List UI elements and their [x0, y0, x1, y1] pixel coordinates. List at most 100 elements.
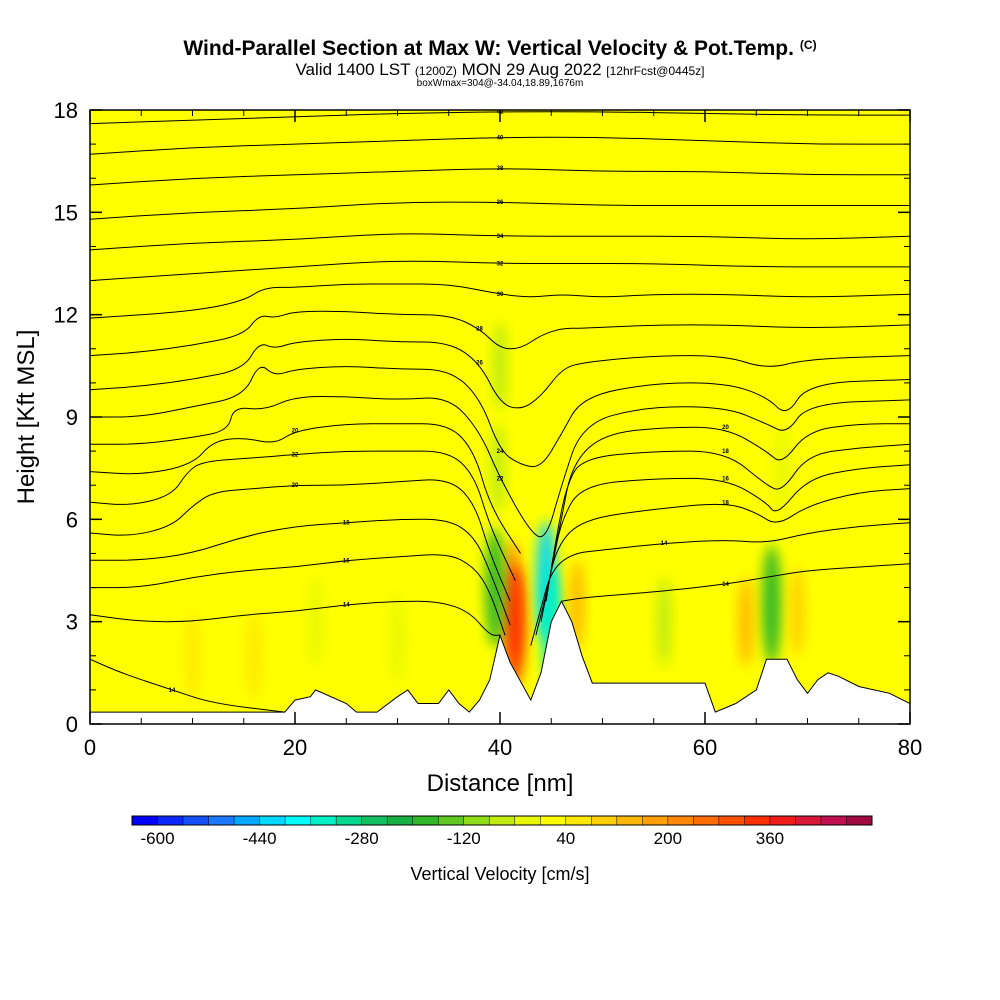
w-feature-5 [492, 320, 508, 411]
colorbar-tick-label: 200 [654, 829, 682, 848]
theta-contour-label: 28 [476, 326, 483, 332]
theta-contour-label: 14 [169, 688, 176, 694]
theta-contour-19 [90, 233, 910, 251]
theta-contour-label: 18 [722, 500, 729, 506]
w-feature-1 [505, 565, 526, 686]
colorbar-swatch [438, 816, 465, 825]
theta-contour-18 [90, 260, 910, 282]
x-tick-label: 0 [84, 735, 96, 760]
w-feature-11 [789, 566, 806, 657]
theta-contour-label: 34 [497, 234, 504, 240]
y-tick-label: 12 [54, 303, 78, 328]
chart-subtitle-valid: Valid 1400 LST (1200Z) MON 29 Aug 2022 [… [295, 60, 705, 79]
colorbar-swatch [795, 816, 822, 825]
colorbar-swatch [693, 816, 720, 825]
theta-contour-20 [90, 201, 910, 220]
theta-contour-23 [90, 111, 910, 125]
colorbar-swatch [361, 816, 388, 825]
w-feature-15 [184, 610, 201, 701]
colorbar-swatch [157, 816, 184, 825]
w-feature-7 [761, 544, 782, 665]
theta-contour-label: 18 [343, 521, 350, 527]
colorbar-swatch [514, 816, 541, 825]
y-tick-label: 18 [54, 98, 78, 123]
colorbar-swatch [234, 816, 261, 825]
w-feature-6 [489, 423, 506, 514]
x-tick-label: 80 [898, 735, 922, 760]
colorbar-swatch [412, 816, 439, 825]
theta-contour-8 [540, 464, 910, 622]
colorbar-swatch [820, 816, 847, 825]
colorbar-swatch [744, 816, 771, 825]
theta-contour-1 [90, 600, 500, 636]
colorbar-swatch [540, 816, 567, 825]
colorbar-swatch [336, 816, 363, 825]
colorbar-tick-label: -280 [345, 829, 379, 848]
w-feature-13 [307, 576, 324, 667]
theta-contour-label: 14 [661, 541, 668, 547]
colorbar-swatch [642, 816, 669, 825]
colorbar-swatch [310, 816, 337, 825]
velocity-field [112, 167, 806, 701]
copyright-mark: (C) [799, 38, 817, 52]
colorbar: -600 -440 -280 -120 40 200 360 [131, 815, 873, 848]
theta-contour-13 [90, 395, 910, 538]
theta-contour-3 [90, 554, 506, 636]
theta-contour-label: 24 [497, 449, 504, 455]
theta-contour-22 [90, 136, 910, 155]
colorbar-swatch [718, 816, 745, 825]
theta-contour-label: 32 [497, 262, 504, 268]
colorbar-swatch [565, 816, 592, 825]
colorbar-swatch [285, 816, 312, 825]
colorbar-label: Vertical Velocity [cm/s] [410, 864, 589, 884]
theta-contour-label: 20 [292, 483, 299, 489]
colorbar-tick-label: -440 [243, 829, 277, 848]
colorbar-swatch [616, 816, 643, 825]
terrain-fill [90, 600, 910, 724]
theta-contour-0 [90, 658, 285, 713]
w-feature-8 [773, 423, 790, 514]
theta-contour-label: 40 [497, 135, 504, 141]
theta-contours: 14 14 14 16 14 18 18 20 16 22 18 20 20 22 24 26 28 30 32 34… [90, 110, 910, 713]
theta-contour-15 [90, 338, 910, 409]
colorbar-swatch [489, 816, 516, 825]
colorbar-swatch [769, 816, 796, 825]
x-axis: 0 20 40 60 80 [84, 110, 922, 760]
theta-contour-label: 14 [343, 603, 350, 609]
theta-contour-5 [90, 518, 511, 626]
x-axis-label: Distance [nm] [427, 770, 574, 797]
chart-title: Wind-Parallel Section at Max W: Vertical… [183, 37, 817, 60]
theta-contour-label: 20 [722, 425, 729, 431]
terrain [90, 600, 910, 724]
theta-contour-10 [545, 443, 910, 602]
colorbar-swatch [387, 816, 414, 825]
theta-contour-label: 36 [497, 200, 504, 206]
theta-contour-7 [90, 479, 511, 602]
x-tick-label: 40 [488, 735, 512, 760]
colorbar-swatch [208, 816, 235, 825]
colorbar-tick-label: -600 [141, 829, 175, 848]
y-tick-label: 15 [54, 200, 78, 225]
colorbar-swatch [132, 816, 159, 825]
theta-contour-label: 16 [343, 558, 350, 564]
theta-contour-label: 14 [722, 582, 729, 588]
theta-contour-label: 20 [292, 429, 299, 435]
theta-contour-2 [561, 563, 910, 602]
colorbar-swatch [183, 816, 210, 825]
theta-contour-4 [530, 522, 910, 646]
theta-contour-label: 38 [497, 166, 504, 172]
y-axis-label: Height [Kft MSL] [13, 330, 40, 505]
w-feature-16 [246, 610, 262, 701]
theta-contour-label: 16 [722, 476, 729, 482]
w-feature-10 [738, 576, 754, 667]
theta-contour-label: 26 [476, 360, 483, 366]
theta-contour-12 [550, 423, 910, 568]
y-tick-label: 3 [66, 610, 78, 635]
colorbar-swatch [259, 816, 286, 825]
theta-contour-11 [90, 423, 521, 554]
theta-contour-14 [90, 366, 910, 468]
w-feature-14 [389, 593, 406, 684]
w-feature-4 [484, 527, 505, 648]
